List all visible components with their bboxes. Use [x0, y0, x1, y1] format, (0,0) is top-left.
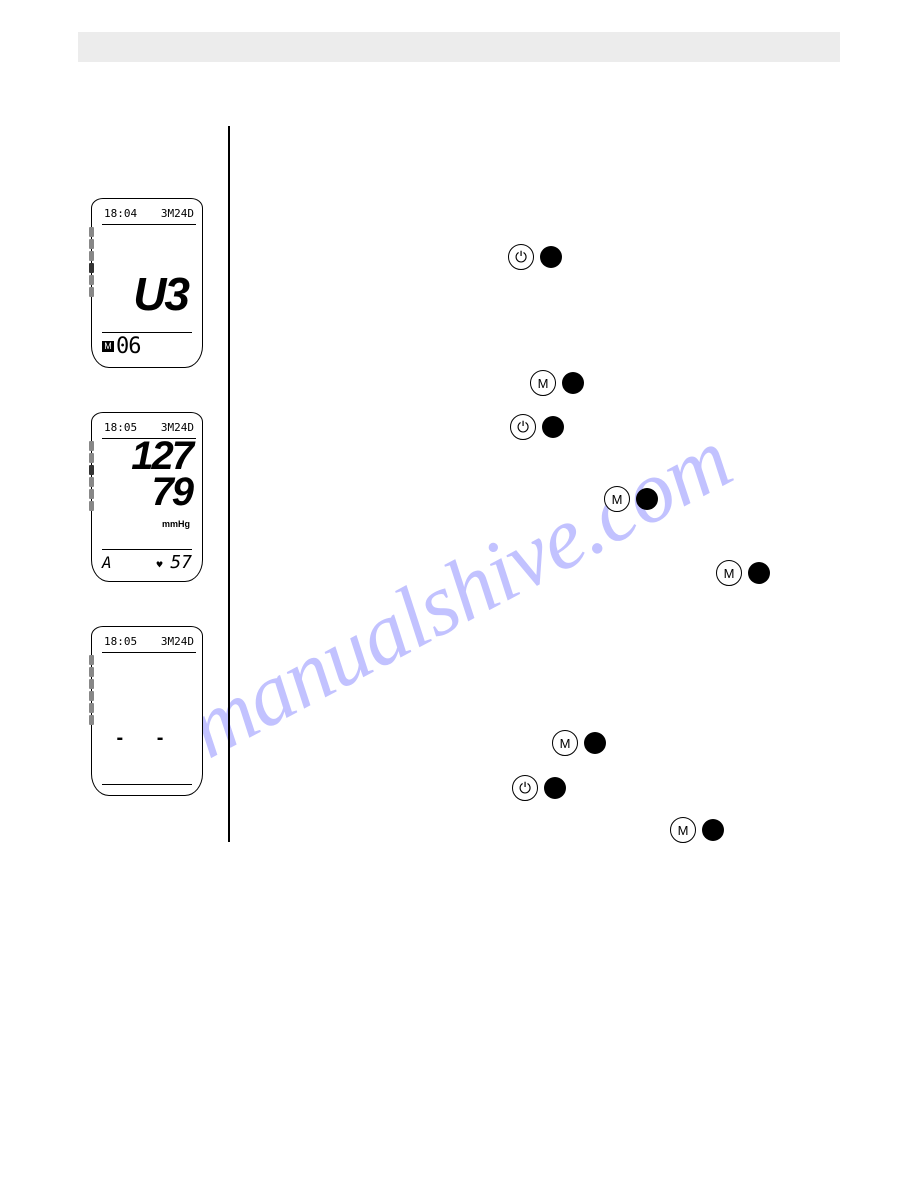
user-indicator: U3 — [133, 267, 188, 321]
side-scale-marks — [89, 227, 95, 299]
date-value: 3M24D — [161, 207, 194, 224]
filled-dot-icon — [748, 562, 770, 584]
power-icon — [512, 775, 538, 801]
filled-dot-icon — [542, 416, 564, 438]
button-pair-1 — [508, 244, 562, 270]
button-pair-8: M — [670, 817, 724, 843]
memory-row: M 06 — [102, 332, 192, 359]
filled-dot-icon — [584, 732, 606, 754]
memory-button-icon: M — [716, 560, 742, 586]
date-value: 3M24D — [161, 635, 194, 652]
pulse-row: A ♥ 57 — [102, 549, 192, 573]
button-pair-4: M — [604, 486, 658, 512]
side-scale-marks — [89, 441, 95, 513]
memory-button-icon: M — [552, 730, 578, 756]
pulse-group: ♥ 57 — [156, 552, 192, 573]
vertical-divider — [228, 126, 230, 842]
systolic-value: 127 — [131, 439, 192, 473]
heart-icon: ♥ — [156, 560, 162, 571]
time-value: 18:04 — [104, 207, 137, 224]
memory-number: 06 — [116, 334, 141, 359]
time-value: 18:05 — [104, 635, 137, 652]
power-icon — [510, 414, 536, 440]
device-screen-1: 18:04 3M24D U3 M 06 — [91, 198, 203, 368]
screen-header-1: 18:04 3M24D — [102, 205, 196, 225]
button-pair-5: M — [716, 560, 770, 586]
filled-dot-icon — [544, 777, 566, 799]
memory-button-icon: M — [670, 817, 696, 843]
power-icon — [508, 244, 534, 270]
diastolic-value: 79 — [152, 475, 193, 509]
button-pair-6: M — [552, 730, 606, 756]
device-screen-2: 18:05 3M24D 127 79 mmHg A ♥ 57 — [91, 412, 203, 582]
filled-dot-icon — [636, 488, 658, 510]
side-scale-marks — [89, 655, 95, 727]
header-bar — [78, 32, 840, 62]
screen-header-3: 18:05 3M24D — [102, 633, 196, 653]
average-label: A — [102, 553, 112, 572]
button-pair-2: M — [530, 370, 584, 396]
memory-button-icon: M — [604, 486, 630, 512]
bottom-divider — [102, 784, 192, 785]
pulse-value: 57 — [170, 552, 192, 573]
device-screen-3: 18:05 3M24D - - — [91, 626, 203, 796]
button-pair-3 — [510, 414, 564, 440]
filled-dot-icon — [702, 819, 724, 841]
button-pair-7 — [512, 775, 566, 801]
no-data-dashes: - - — [92, 727, 202, 750]
filled-dot-icon — [540, 246, 562, 268]
unit-label: mmHg — [162, 519, 190, 529]
filled-dot-icon — [562, 372, 584, 394]
memory-button-icon: M — [530, 370, 556, 396]
memory-icon: M — [102, 341, 114, 352]
watermark-text: manualshive.com — [171, 409, 747, 779]
